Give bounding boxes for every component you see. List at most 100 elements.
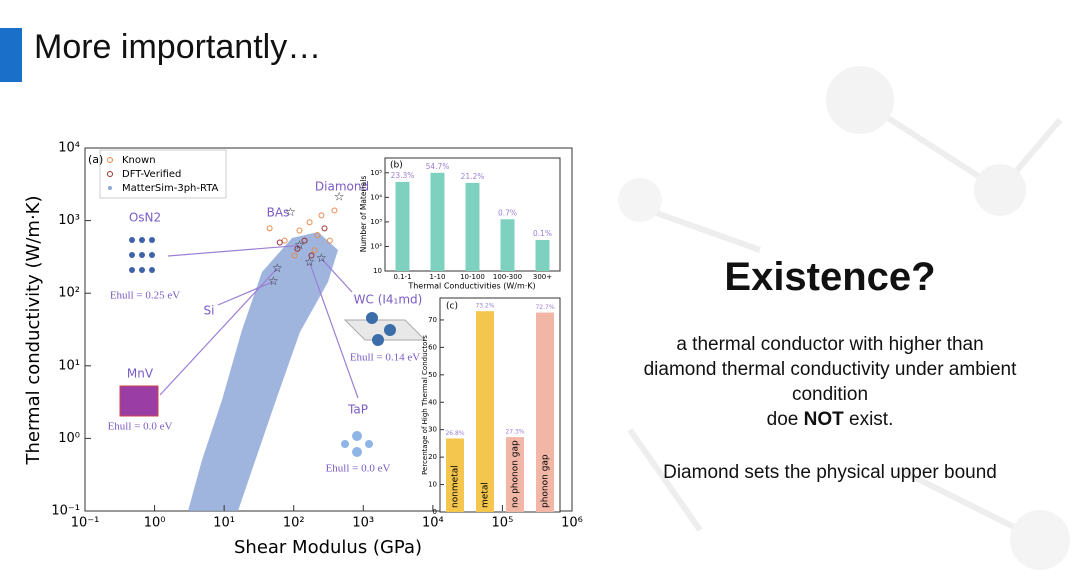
y-tick-label: 10⁴ [58, 141, 80, 156]
leader-line [217, 280, 274, 306]
star: ☆ [272, 261, 283, 275]
x-tick-label: 10⁻¹ [71, 516, 100, 531]
legend-marker [107, 157, 113, 163]
ehull-label: Ehull = 0.0 eV [108, 421, 173, 433]
y-tick-label: 10⁵ [370, 169, 382, 177]
x-tick-label: 10-100 [460, 273, 485, 281]
text: exist. [843, 409, 894, 430]
bar [476, 311, 494, 512]
x-tick-label: 0.1-1 [393, 273, 411, 281]
y-tick-label: 10³ [58, 213, 80, 228]
bar [446, 438, 464, 512]
bar [506, 437, 524, 512]
point [276, 239, 283, 246]
legend-marker [108, 186, 112, 190]
point [314, 232, 321, 239]
material-label: Diamond [315, 180, 369, 194]
point [321, 225, 328, 232]
ehull-label: Ehull = 0.14 eV [350, 352, 420, 364]
ehull-label: Ehull = 0.0 eV [326, 463, 391, 475]
y-tick-label: 30 [428, 426, 437, 434]
y-tick-label: 10⁰ [58, 431, 80, 446]
y-tick-label: 10² [370, 242, 382, 250]
star: ☆ [316, 251, 327, 265]
legend-label: DFT-Verified [122, 169, 181, 180]
material-label: WC (I4₁md) [354, 293, 423, 307]
y-tick-label: 10³ [370, 218, 382, 226]
category-label: phonon gap [541, 454, 551, 508]
y-tick-label: 10⁻¹ [51, 504, 80, 519]
x-tick-label: 10⁶ [561, 516, 583, 531]
bar [395, 181, 410, 271]
x-tick-label: 10¹ [213, 516, 235, 531]
x-tick-label: 10² [283, 516, 305, 531]
value-label: 72.7% [535, 304, 554, 311]
value-label: 26.8% [445, 430, 464, 437]
material-label: OsN2 [129, 211, 161, 225]
text-line: a thermal conductor with higher than [676, 334, 984, 355]
star: ☆ [334, 190, 345, 204]
category-label: nonmetal [451, 465, 461, 508]
x-tick-label: 10⁴ [422, 516, 444, 531]
bar [500, 219, 515, 271]
legend-label: Known [122, 155, 156, 166]
x-tick-label: 1-10 [430, 273, 446, 281]
panel-label: (c) [446, 302, 458, 312]
point [296, 227, 303, 234]
percent-label: 54.7% [426, 162, 450, 171]
x-tick-label: 10⁰ [144, 516, 166, 531]
x-axis-label: Shear Modulus (GPa) [234, 537, 422, 558]
y-tick-label: 40 [428, 398, 437, 406]
y-tick-label: 10 [373, 267, 382, 275]
conclusion: Diamond sets the physical upper bound [663, 462, 997, 483]
percent-label: 0.1% [533, 229, 552, 238]
leader-line [159, 267, 278, 396]
x-tick-label: 10³ [352, 516, 374, 531]
category-label: no phonon gap [511, 440, 521, 508]
percent-label: 23.3% [391, 171, 415, 180]
y-axis-label: Number of Materials [359, 176, 368, 253]
y-tick-label: 10¹ [58, 358, 80, 373]
x-axis-label: Thermal Conductivities (W/m·K) [407, 282, 535, 291]
material-label: Si [204, 304, 215, 318]
point [318, 212, 325, 219]
y-tick-label: 20 [428, 453, 437, 461]
ehull-label: Ehull = 0.25 eV [110, 290, 180, 302]
text-block: Existence? a thermal conductor with high… [600, 255, 1060, 485]
value-label: 27.3% [505, 429, 524, 436]
y-tick-label: 70 [428, 316, 437, 324]
bar [430, 172, 445, 271]
material-label: BAs [267, 206, 290, 220]
point [311, 247, 318, 254]
slide-title: More importantly… [34, 28, 322, 66]
x-tick-label: 10⁵ [492, 516, 514, 531]
percent-label: 21.2% [461, 172, 485, 181]
legend-marker [107, 171, 113, 177]
y-tick-label: 10² [58, 286, 80, 301]
point [326, 237, 333, 244]
point [294, 245, 301, 252]
point [291, 252, 298, 259]
point [301, 237, 308, 244]
legend-label: MatterSim-3ph-RTA [122, 183, 219, 194]
percent-label: 0.7% [498, 208, 517, 217]
y-axis-label: Thermal conductivity (W/m·K) [23, 195, 44, 465]
y-tick-label: 0 [433, 508, 437, 516]
mattersim-cloud [188, 232, 338, 511]
point [306, 219, 313, 226]
point [331, 207, 338, 214]
value-label: 73.2% [475, 303, 494, 310]
y-tick-label: 60 [428, 343, 437, 351]
material-icons [119, 237, 427, 457]
text-line: condition [791, 384, 869, 405]
star: ☆ [294, 238, 305, 252]
material-label: MnV [127, 367, 154, 381]
text: doe [766, 409, 804, 430]
heading: Existence? [724, 255, 936, 299]
point [308, 252, 315, 259]
background-molecule [618, 66, 1070, 570]
panel-label: (a) [88, 153, 103, 166]
negation: doe NOT exist. [600, 407, 1060, 432]
material-label: TaP [347, 403, 368, 417]
